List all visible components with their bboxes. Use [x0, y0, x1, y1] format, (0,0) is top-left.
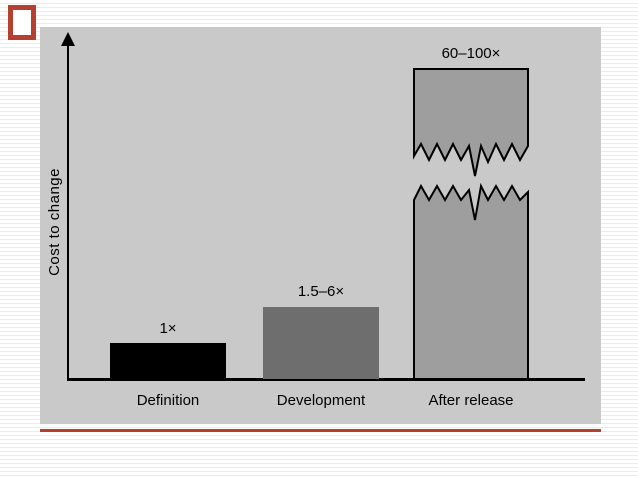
bar-value-label-after-release: 60–100×: [441, 45, 501, 62]
bar-value-label-development: 1.5–6×: [297, 283, 345, 300]
bar-after-release-lower-segment: [413, 182, 529, 380]
y-axis-title: Cost to change: [40, 107, 68, 337]
bar-after-release: [413, 68, 529, 380]
x-tick-label-development: Development: [276, 392, 366, 409]
y-axis-title-text: Cost to change: [45, 168, 63, 276]
x-tick-label-after-release: After release: [428, 392, 514, 409]
bar-value-label-definition: 1×: [159, 320, 177, 337]
bar-after-release-upper-segment: [413, 68, 529, 177]
x-tick-label-definition: Definition: [136, 392, 200, 409]
bar-definition: [110, 343, 226, 379]
chart-panel: Cost to change 1× 1.5–6× 60–100× Definit…: [40, 27, 601, 424]
y-axis-line: [67, 39, 69, 380]
x-axis-line: [67, 378, 585, 381]
slide-corner-marker: [8, 5, 36, 40]
y-axis-arrowhead-icon: [61, 32, 75, 46]
bar-development: [263, 307, 379, 379]
slide-accent-underline: [40, 429, 601, 432]
